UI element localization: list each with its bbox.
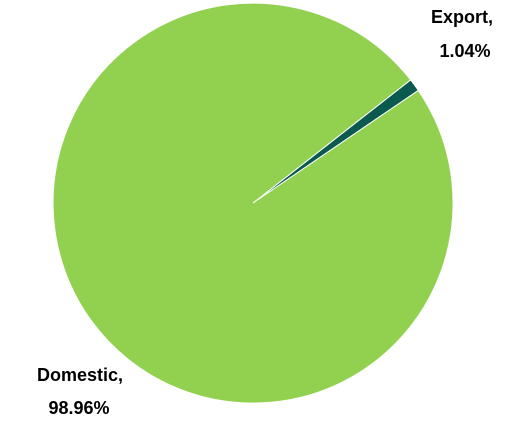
pie-slice-domestic xyxy=(52,2,454,404)
slice-label-export-name: Export, xyxy=(431,7,493,27)
pie-labels: Export, 1.04% Domestic, 98.96% xyxy=(37,7,493,418)
pie-slices xyxy=(52,2,454,404)
slice-label-export-value: 1.04% xyxy=(439,41,490,61)
slice-label-domestic-value: 98.96% xyxy=(48,398,109,418)
slice-label-domestic-name: Domestic, xyxy=(37,365,123,385)
